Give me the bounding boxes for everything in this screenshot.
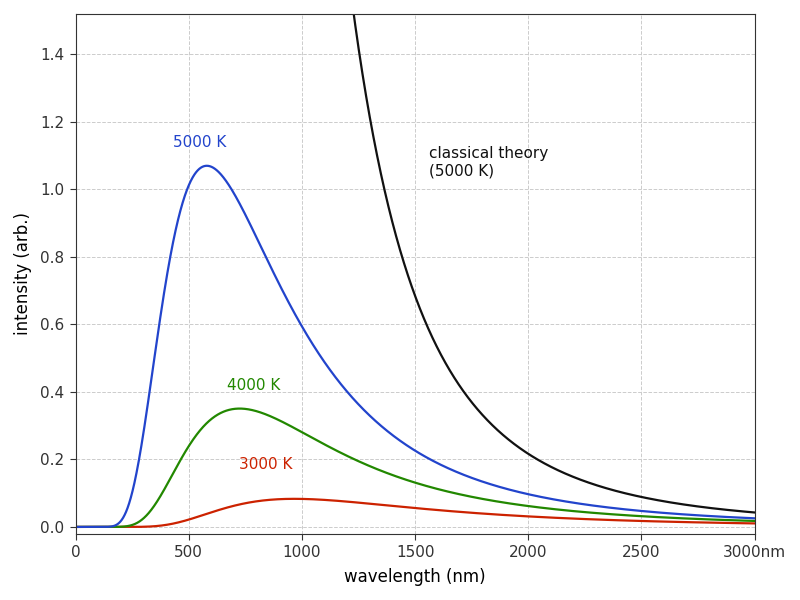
Text: 5000 K: 5000 K — [173, 134, 226, 149]
X-axis label: wavelength (nm): wavelength (nm) — [344, 568, 486, 586]
Text: classical theory
(5000 K): classical theory (5000 K) — [429, 146, 548, 179]
Y-axis label: intensity (arb.): intensity (arb.) — [14, 212, 32, 335]
Text: 4000 K: 4000 K — [227, 377, 281, 392]
Text: 3000 K: 3000 K — [238, 457, 292, 472]
